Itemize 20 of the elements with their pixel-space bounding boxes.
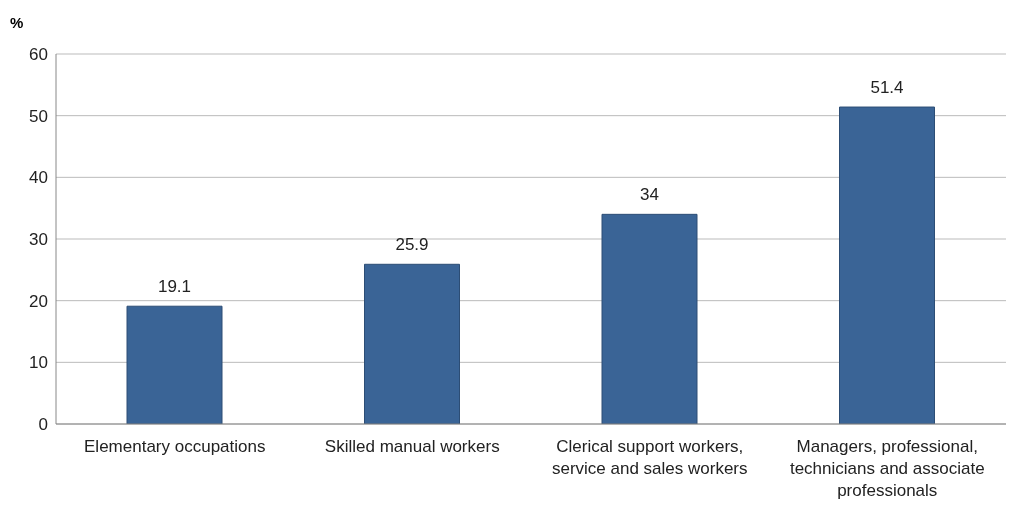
- bar: [126, 305, 223, 424]
- x-tick-label: Managers, professional, technicians and associate professionals: [789, 437, 985, 500]
- y-tick-label: 10: [29, 353, 48, 373]
- y-axis-title: %: [9, 13, 25, 33]
- bar: [601, 213, 698, 424]
- data-label: 25.9: [395, 235, 429, 255]
- data-label: 34: [640, 185, 659, 205]
- x-tick-label: Clerical support workers, service and sales workers: [551, 437, 748, 478]
- y-tick-label: 40: [29, 168, 48, 188]
- y-tick-label: 50: [29, 106, 48, 126]
- x-tick-label: Elementary occupations: [84, 437, 266, 456]
- y-tick-label: 20: [29, 291, 48, 311]
- bar: [364, 263, 460, 424]
- y-tick-label: 30: [29, 230, 48, 250]
- bar: [839, 106, 935, 424]
- x-tick-label: Skilled manual workers: [324, 437, 500, 456]
- data-label: 19.1: [157, 277, 192, 297]
- y-tick-label: 0: [38, 415, 48, 435]
- y-tick-label: 60: [29, 45, 48, 65]
- data-label: 51.4: [870, 78, 904, 98]
